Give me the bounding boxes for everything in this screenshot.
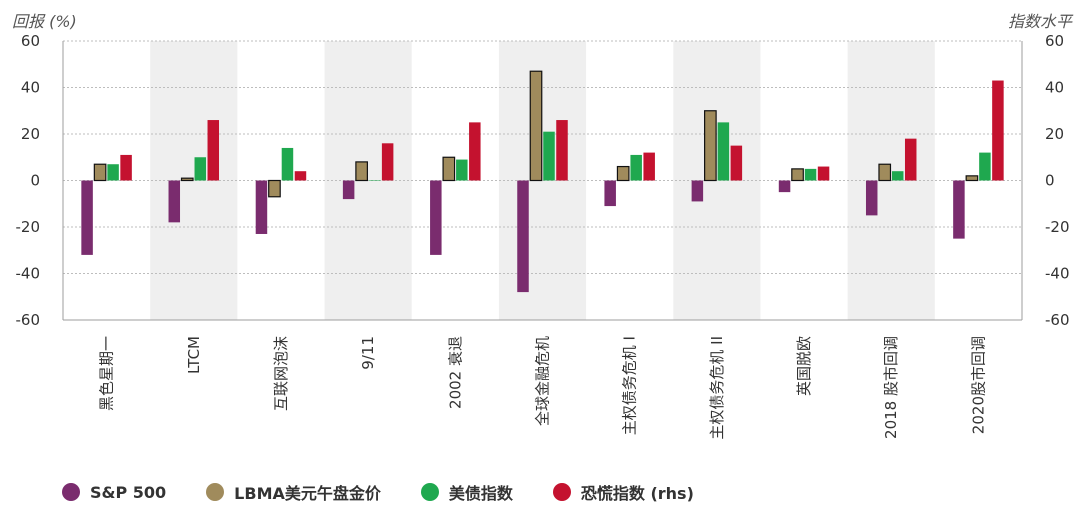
bar — [791, 168, 804, 182]
y-tick-label-left: 40 — [21, 79, 40, 97]
bar — [281, 147, 294, 181]
bar — [194, 157, 207, 181]
x-tick-label: 2020股市回调 — [969, 336, 987, 434]
bar — [442, 156, 456, 182]
legend-label-sp500: S&P 500 — [90, 482, 167, 502]
y-tick-label-left: 20 — [21, 125, 40, 143]
bar — [93, 163, 107, 182]
x-tick-label: 全球金融危机 — [534, 336, 552, 426]
chart-legend: S&P 500 LBMA美元午盘金价 美债指数 恐慌指数 (rhs) — [62, 480, 694, 504]
bar — [294, 171, 307, 181]
bar — [268, 179, 281, 198]
bar — [81, 180, 93, 255]
bar — [778, 180, 791, 193]
bar — [529, 70, 543, 182]
legend-label-treasury: 美债指数 — [448, 484, 513, 503]
bar — [543, 131, 555, 181]
y-tick-label-right: 60 — [1045, 32, 1064, 50]
legend-swatch-gold — [206, 483, 225, 501]
bar — [643, 152, 655, 181]
x-tick-label: 9/11 — [359, 336, 377, 370]
bar — [979, 152, 991, 181]
bar — [120, 154, 132, 181]
x-tick-label: 主权债务危机 I — [621, 336, 639, 435]
legend-swatch-vix — [552, 483, 571, 501]
bar — [456, 159, 468, 181]
bar — [517, 180, 529, 293]
x-tick-label: LTCM — [185, 336, 203, 374]
bar — [965, 175, 979, 182]
bar — [691, 180, 704, 202]
bar — [469, 122, 481, 181]
y-axis-right-title: 指数水平 — [1007, 12, 1072, 31]
bar — [381, 143, 394, 181]
y-tick-label-right: 20 — [1045, 125, 1064, 143]
bar — [107, 164, 119, 181]
legend-item-gold[interactable]: LBMA美元午盘金价 — [206, 480, 381, 504]
bar — [342, 180, 355, 200]
legend-item-treasury[interactable]: 美债指数 — [420, 480, 513, 504]
bar — [953, 180, 965, 239]
bar — [168, 180, 181, 223]
y-tick-label-right: -60 — [1045, 311, 1070, 329]
x-tick-label: 2002 衰退 — [446, 336, 464, 409]
y-tick-label-left: -20 — [16, 218, 41, 236]
x-tick-label: 黑色星期一 — [98, 336, 116, 411]
bar — [730, 145, 743, 181]
legend-label-vix: 恐慌指数 (rhs) — [580, 484, 694, 503]
bar — [878, 163, 892, 182]
bar — [355, 161, 368, 182]
legend-item-vix[interactable]: 恐慌指数 (rhs) — [552, 480, 694, 504]
y-tick-label-right: -40 — [1045, 265, 1070, 283]
bar — [817, 166, 830, 181]
y-tick-label-left: -40 — [16, 265, 41, 283]
legend-item-sp500[interactable]: S&P 500 — [62, 483, 166, 502]
bar — [904, 138, 917, 181]
x-tick-label: 2018 股市回调 — [882, 336, 900, 439]
y-axis-left-title: 回报 (%) — [12, 12, 77, 31]
bar — [604, 180, 616, 207]
bar — [207, 120, 220, 181]
bar — [368, 180, 381, 181]
bar — [430, 180, 442, 255]
legend-swatch-sp500 — [62, 483, 80, 501]
y-tick-label-right: -20 — [1045, 218, 1070, 236]
legend-swatch-treasury — [420, 483, 439, 501]
x-tick-label: 主权债务危机 II — [708, 336, 726, 440]
y-tick-label-left: 60 — [21, 32, 40, 50]
bar — [556, 120, 568, 181]
bar — [891, 171, 904, 181]
bar — [804, 168, 817, 181]
legend-label-gold: LBMA美元午盘金价 — [234, 484, 381, 503]
bar — [180, 177, 194, 182]
bar — [865, 180, 878, 216]
y-tick-label-right: 40 — [1045, 79, 1064, 97]
bar — [992, 80, 1004, 181]
bar — [630, 154, 642, 181]
bar-chart: 60 60 40 40 20 20 0 0 -20 -20 -40 -40 -60 -60 黑色星期一 LTC… — [16, 32, 1070, 440]
bar — [704, 110, 717, 182]
x-tick-label: 互联网泡沫 — [272, 336, 290, 411]
bar — [717, 122, 730, 181]
bar — [616, 165, 630, 182]
x-tick-label: 英国脱欧 — [795, 336, 813, 396]
y-tick-label-left: 0 — [30, 172, 40, 190]
y-tick-label-left: -60 — [16, 311, 41, 329]
y-tick-label-right: 0 — [1045, 172, 1055, 190]
bar — [255, 180, 268, 234]
